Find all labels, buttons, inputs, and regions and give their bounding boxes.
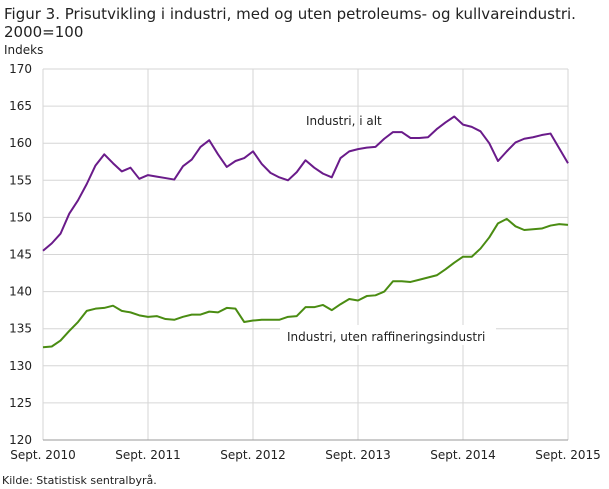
x-tick-label: Sept. 2012: [220, 448, 286, 462]
y-tick-label: 160: [9, 136, 32, 150]
y-axis-label: Indeks: [4, 43, 44, 57]
x-tick-label: Sept. 2013: [325, 448, 391, 462]
x-tick-label: Sept. 2014: [430, 448, 496, 462]
y-tick-label: 170: [9, 62, 32, 76]
y-tick-label: 140: [9, 285, 32, 299]
y-tick-label: 130: [9, 359, 32, 373]
y-tick-label: 165: [9, 99, 32, 113]
y-tick-label: 135: [9, 322, 32, 336]
chart-title: Figur 3. Prisutvikling i industri, med o…: [4, 5, 576, 41]
series-label-background: [280, 325, 496, 345]
y-tick-label: 155: [9, 173, 32, 187]
y-tick-label: 150: [9, 210, 32, 224]
series-label-industri-uten-raffinering: Industri, uten raffineringsindustri: [287, 330, 485, 344]
series-line-2: [42, 217, 569, 349]
x-tick-label: Sept. 2011: [115, 448, 181, 462]
series-label-industri-i-alt: Industri, i alt: [306, 114, 382, 128]
y-tick-label: 125: [9, 396, 32, 410]
y-tick-label: 120: [9, 433, 32, 447]
x-tick-label: Sept. 2015: [535, 448, 601, 462]
y-tick-label: 145: [9, 248, 32, 262]
source-note: Kilde: Statistisk sentralbyrå.: [2, 474, 157, 487]
series-line-1: [42, 115, 569, 252]
x-tick-label: Sept. 2010: [10, 448, 76, 462]
